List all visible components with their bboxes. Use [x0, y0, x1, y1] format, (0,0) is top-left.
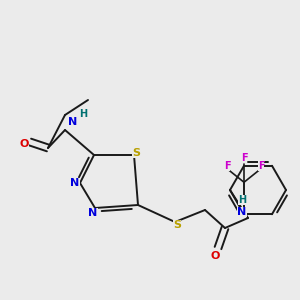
Text: N: N — [70, 178, 80, 188]
Text: F: F — [241, 153, 247, 163]
Text: O: O — [19, 139, 29, 149]
Text: S: S — [173, 220, 181, 230]
Text: S: S — [132, 148, 140, 158]
Text: N: N — [237, 207, 247, 217]
Text: F: F — [258, 161, 264, 171]
Text: O: O — [210, 251, 220, 261]
Text: N: N — [88, 208, 98, 218]
Text: F: F — [224, 161, 230, 171]
Text: N: N — [68, 117, 78, 127]
Text: H: H — [79, 109, 87, 119]
Text: H: H — [238, 195, 246, 205]
